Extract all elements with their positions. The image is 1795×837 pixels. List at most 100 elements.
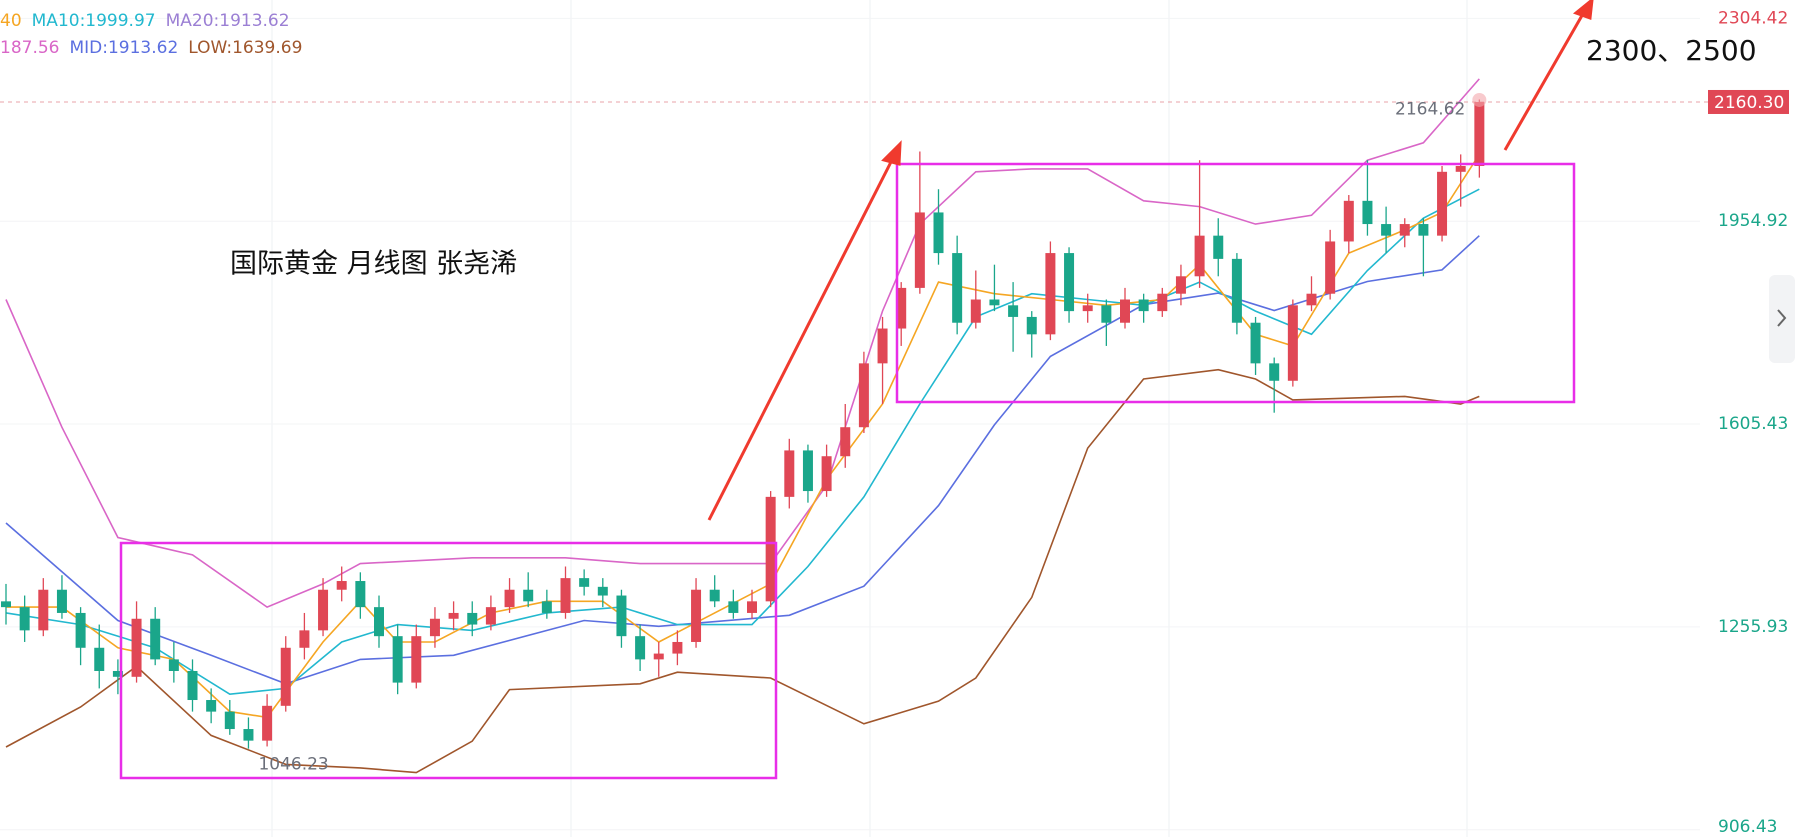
candle-body [616, 595, 627, 637]
legend-entry: 40 [0, 11, 22, 31]
candle-body [672, 641, 683, 654]
range-box [895, 162, 1576, 404]
price-axis: 2304.42 1954.92 1605.43 1255.93 906.43 2160.3… [1708, 8, 1789, 837]
candle-body [485, 607, 496, 625]
indicator-line [5, 368, 1480, 774]
candle-body [299, 630, 310, 648]
candle-body [94, 647, 105, 671]
candle-body [280, 647, 291, 706]
candle-body [970, 299, 981, 323]
candle-body [75, 612, 86, 648]
candle-body [1287, 305, 1298, 381]
candle-body [1418, 224, 1429, 236]
candle-body [1306, 293, 1317, 306]
last-price-box [1708, 89, 1789, 114]
candle-body [243, 729, 254, 741]
chevron [1777, 309, 1787, 327]
candle-body [1, 601, 11, 608]
candle-body [1250, 322, 1261, 364]
legend-entry: MA10:1999.97 [32, 11, 156, 31]
arrow [1503, 11, 1586, 151]
candle-body [952, 253, 963, 323]
candle-body [1008, 305, 1019, 317]
y-tick-label: 1255.93 [1718, 617, 1788, 637]
candle-body [38, 589, 49, 631]
candle-body [989, 299, 1000, 306]
candle-body [541, 601, 552, 613]
candle-body [523, 589, 534, 602]
legend-entry: 187.56 [0, 38, 59, 58]
candle-body [392, 636, 403, 683]
target-annotation: 2300、2500 [1586, 34, 1757, 67]
candle-body [1399, 224, 1410, 236]
candle-body [1455, 166, 1466, 172]
candle-body [802, 450, 813, 492]
candle-body [1082, 305, 1093, 312]
candle-body [318, 589, 329, 631]
vertical-grid [271, 0, 1468, 837]
candle-body [224, 711, 235, 730]
candle-body [1213, 235, 1224, 259]
low-label: 1046.23 [258, 755, 328, 775]
candle-body [467, 612, 478, 625]
legend: 40 MA10:1999.97 MA20:1913.62 187.56 MID:1913… [0, 11, 302, 58]
indicator-lines [5, 78, 1480, 774]
candle-body [429, 618, 440, 637]
candle-body [1064, 253, 1075, 312]
candle-body [560, 578, 571, 613]
candle-body [1120, 299, 1130, 323]
last-point-glow [1472, 92, 1487, 107]
candle-body [1437, 171, 1448, 236]
candle-body [1343, 200, 1354, 242]
legend-entry: MA20:1913.62 [166, 11, 290, 31]
boxes [119, 162, 1576, 780]
indicator-line [5, 235, 1480, 685]
candle-body [728, 601, 739, 613]
candle-body [1026, 316, 1037, 335]
candle-body [1231, 258, 1242, 323]
candle-body [1194, 235, 1205, 277]
candle-body [19, 607, 30, 631]
candle-body [1157, 293, 1168, 312]
y-tick-label: 906.43 [1718, 817, 1777, 837]
candle-body [355, 581, 366, 608]
candle-body [1138, 299, 1149, 312]
candle-body [821, 456, 832, 492]
grid [0, 17, 1708, 831]
candle-body [1269, 363, 1280, 381]
candle-body [1175, 276, 1186, 294]
candle-body [635, 636, 646, 660]
candle-body [858, 363, 869, 428]
candle-body [448, 612, 459, 619]
y-tick-label: 1605.43 [1718, 414, 1788, 434]
side-panel-button[interactable] [1769, 275, 1795, 363]
candle-body [168, 659, 179, 671]
candle-body [1474, 101, 1485, 167]
arrow-head [881, 140, 902, 166]
candle-body [784, 450, 795, 497]
candle-body [896, 287, 907, 329]
candle-body [747, 601, 757, 613]
candle-body [1325, 241, 1336, 294]
last-price-label: 2160.30 [1714, 93, 1784, 113]
candle-body [933, 212, 944, 254]
candle-body [691, 589, 702, 642]
candle-body [765, 496, 776, 602]
candle-body [56, 589, 67, 613]
arrow [707, 157, 895, 521]
candle-body [150, 618, 161, 660]
y-tick-label: 1954.92 [1718, 211, 1788, 231]
high-label: 2164.62 [1395, 99, 1465, 119]
candle-body [336, 581, 347, 590]
candle-body [206, 700, 217, 712]
y-tick-label: 2304.42 [1718, 8, 1788, 28]
candle-body [597, 586, 608, 596]
candle-body [1101, 305, 1112, 323]
arrows [707, 0, 1594, 521]
candle-body [653, 653, 664, 660]
candle-body [1381, 224, 1392, 236]
candle-body [411, 636, 422, 683]
indicator-line [6, 153, 1480, 719]
candle-body [187, 670, 198, 701]
side-handle[interactable] [1769, 275, 1795, 363]
